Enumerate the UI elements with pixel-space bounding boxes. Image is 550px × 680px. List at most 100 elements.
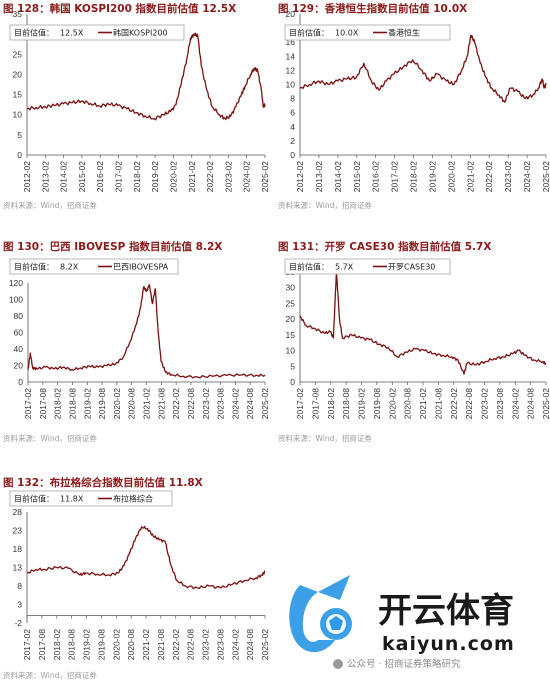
annotation-label: 目前估值：: [14, 28, 54, 38]
x-tick-label: 2019-02: [427, 161, 437, 192]
y-tick-label: 5: [290, 361, 295, 371]
x-tick-label: 2018-02: [52, 629, 62, 660]
x-tick-label: 2023-02: [480, 388, 490, 419]
x-tick-label: 2020-08: [126, 629, 136, 660]
x-tick-label: 2021-08: [433, 388, 443, 419]
y-tick-label: 120: [9, 278, 23, 288]
x-tick-label: 2017-02: [22, 629, 32, 660]
x-tick-label: 2019-02: [82, 629, 92, 660]
wechat-icon: [333, 659, 343, 669]
series-line-1: [299, 34, 547, 103]
legend-label: 巴西IBOVESPA: [113, 263, 169, 272]
annotation-box: [9, 24, 185, 41]
annotation-value: 11.8X: [60, 495, 84, 504]
series-line-1: [26, 32, 266, 121]
annotation-label: 目前估值：: [289, 28, 329, 38]
source-note: 资料来源：Wind，招商证券: [3, 433, 97, 443]
y-tick-label: 8: [17, 581, 22, 591]
x-tick-label: 2020-02: [112, 388, 122, 419]
annotation-value: 5.7X: [335, 263, 354, 272]
y-tick-label: 80: [14, 311, 24, 321]
y-tick-label: 0: [290, 377, 295, 387]
x-tick-label: 2024-08: [245, 388, 255, 419]
y-tick-label: 28: [13, 507, 23, 517]
x-tick-label: 2023-02: [223, 161, 233, 192]
x-tick-label: 2017-02: [295, 388, 305, 419]
x-tick-label: 2018-08: [67, 629, 77, 660]
x-tick-label: 2020-02: [446, 161, 456, 192]
y-tick-label: 10: [286, 80, 296, 90]
x-tick-label: 2021-02: [465, 161, 475, 192]
x-tick-label: 2021-02: [142, 388, 152, 419]
annotation-box: [284, 24, 451, 41]
series-line-1: [299, 271, 547, 375]
x-tick-label: 2022-08: [464, 388, 474, 419]
x-tick-label: 2022-02: [171, 629, 181, 660]
source-note: 资料来源：Wind，招商证券: [3, 200, 97, 210]
x-tick-label: 2015-02: [352, 161, 362, 192]
y-tick-label: 13: [13, 563, 23, 573]
logo-k-curve: [289, 585, 335, 653]
annotation-value: 10.0X: [335, 29, 359, 38]
x-tick-label: 2018-08: [341, 388, 351, 419]
x-tick-label: 2016-02: [95, 161, 105, 192]
y-tick-label: 25: [286, 298, 296, 308]
y-tick-label: 0: [18, 377, 23, 387]
x-tick-label: 2017-08: [310, 388, 320, 419]
y-tick-label: 25: [13, 49, 23, 59]
annotation-label: 目前估值：: [14, 262, 54, 272]
chart-title: 图 129：香港恒生指数目前估值 10.0X: [278, 2, 467, 15]
x-tick-label: 2015-02: [77, 161, 87, 192]
legend-label: 开罗CASE30: [388, 263, 435, 272]
x-tick-label: 2019-08: [97, 388, 107, 419]
annotation-box: [9, 490, 173, 507]
watermark-url: kaiyun.com: [382, 633, 515, 655]
y-tick-label: 35: [13, 9, 23, 19]
x-tick-label: 2017-08: [37, 629, 47, 660]
y-tick-label: 4: [290, 122, 295, 132]
x-tick-label: 2014-02: [333, 161, 343, 192]
x-tick-label: 2024-02: [510, 388, 520, 419]
chart-title: 图 130：巴西 IBOVESP 指数目前估值 8.2X: [3, 240, 222, 253]
y-tick-label: 20: [286, 314, 296, 324]
y-tick-label: 18: [13, 544, 23, 554]
x-tick-label: 2023-02: [201, 629, 211, 660]
x-tick-label: 2023-02: [503, 161, 513, 192]
x-tick-label: 2025-02: [260, 629, 270, 660]
x-tick-label: 2013-02: [314, 161, 324, 192]
annotation-label: 目前估值：: [289, 262, 329, 272]
y-tick-label: 5: [17, 130, 22, 140]
x-tick-label: 2022-02: [449, 388, 459, 419]
x-tick-label: 2018-02: [53, 388, 63, 419]
legend-label: 韩国KOSPI200: [113, 28, 168, 38]
chart-title: 图 132：布拉格综合指数目前估值 11.8X: [3, 476, 203, 489]
x-tick-label: 2012-02: [295, 161, 305, 192]
chart-title: 图 128：韩国 KOSPI200 指数目前估值 12.5X: [3, 2, 236, 15]
y-tick-label: 20: [286, 9, 296, 19]
x-tick-label: 2018-08: [67, 388, 77, 419]
y-tick-label: 14: [286, 51, 296, 61]
y-tick-label: 0: [17, 150, 22, 160]
x-tick-label: 2018-02: [326, 388, 336, 419]
y-tick-label: 12: [286, 65, 296, 75]
annotation-label: 目前估值：: [14, 494, 54, 504]
x-tick-label: 2023-02: [201, 388, 211, 419]
x-tick-label: 2021-02: [418, 388, 428, 419]
x-tick-label: 2024-08: [245, 629, 255, 660]
x-tick-label: 2016-02: [371, 161, 381, 192]
chart-title: 图 131：开罗 CASE30 指数目前估值 5.7X: [278, 240, 491, 253]
y-tick-label: 100: [9, 295, 23, 305]
y-tick-label: 40: [14, 344, 24, 354]
x-tick-label: 2020-02: [387, 388, 397, 419]
x-tick-label: 2017-02: [23, 388, 33, 419]
x-tick-label: 2020-02: [168, 161, 178, 192]
series-line-1: [26, 525, 266, 590]
x-tick-label: 2025-02: [260, 388, 270, 419]
y-tick-label: 8: [290, 94, 295, 104]
x-tick-label: 2019-08: [96, 629, 106, 660]
y-tick-label: 60: [14, 328, 24, 338]
x-tick-label: 2019-02: [82, 388, 92, 419]
x-tick-label: 2020-08: [127, 388, 137, 419]
